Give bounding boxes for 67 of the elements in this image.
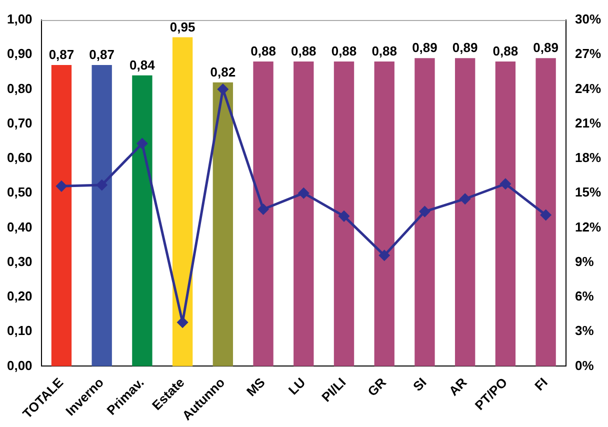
x-tick-label: SI [410,374,430,394]
point [500,178,511,190]
y2-tick-label: 24% [574,80,602,96]
bar [374,62,394,366]
point [540,210,552,220]
y-tick-label: 0,80 [6,80,32,96]
x-tick-label: LU [285,374,308,398]
point [460,194,470,204]
y-tick-label: 0,60 [6,150,32,166]
point [56,180,67,192]
bar [253,62,274,366]
x-tick-label: AR [446,374,470,399]
data-label: 0,89 [412,40,438,56]
y2-tick-label: 21% [574,115,602,130]
y-tick-label: 0,90 [6,46,32,62]
y-tick-label: 0,00 [6,358,32,373]
bar [92,65,112,366]
y-tick-label: 0,40 [6,219,32,234]
y-tick-label: 0,20 [6,288,32,304]
data-label: 0,82 [210,64,236,80]
bar [536,58,556,366]
point [96,180,108,190]
bar [334,62,354,366]
y-tick-label: 1,00 [6,12,32,27]
y2-tick-label: 0% [574,358,594,373]
y2-tick-label: 9% [574,254,594,269]
bar [212,82,234,366]
x-tick-label: MS [244,374,268,400]
data-label: 0,89 [533,40,558,56]
y2-tick-label: 27% [574,46,602,62]
bar [172,37,193,366]
x-tick-label: GR [364,374,390,400]
point [419,206,430,217]
bar [294,62,314,366]
data-label: 0,87 [48,47,74,62]
y2-tick-label: 15% [574,184,602,200]
data-label: 0,88 [492,44,518,59]
data-label: 0,88 [250,44,276,59]
data-label: 0,88 [290,44,316,59]
data-label: 0,87 [89,47,114,62]
y2-tick-label: 6% [574,288,594,304]
y-tick-label: 0,70 [6,115,32,130]
y-tick-label: 0,50 [6,184,32,200]
data-label: 0,88 [372,44,398,59]
bar [51,65,72,366]
y-tick-label: 0,30 [6,254,32,269]
data-label: 0,84 [130,57,156,72]
data-label: 0,88 [331,44,357,59]
data-label: 0,89 [452,40,478,56]
y2-tick-label: 30% [574,12,602,27]
bar [414,58,435,366]
y2-tick-label: 3% [574,323,594,338]
bar [495,62,516,366]
y2-tick-label: 12% [574,219,602,234]
bar [132,75,152,366]
point [136,138,148,149]
point [379,250,390,261]
y-tick-label: 0,10 [6,323,32,338]
point [338,210,350,222]
point [258,204,269,215]
data-label: 0,95 [170,19,196,34]
x-tick-label: FI [532,374,550,394]
y2-tick-label: 18% [574,150,602,166]
point [218,84,228,94]
bar [454,58,476,366]
point [298,188,309,198]
point [177,317,188,328]
